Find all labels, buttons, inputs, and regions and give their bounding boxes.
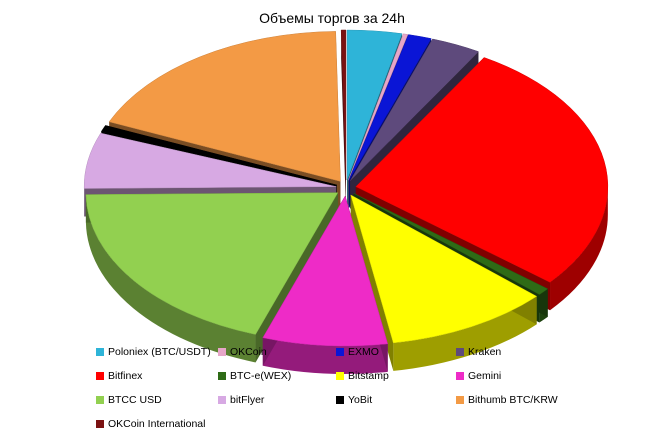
slice-kraken [349,38,479,181]
slice-bithumb-btc-krw [108,31,341,182]
slice-bitfinex-side [550,186,608,311]
legend-swatch [96,372,104,380]
slice-exmo [348,34,432,181]
slice-gemini-side [262,337,388,374]
slice-okcoin [348,33,409,181]
legend-label: OKCoin International [108,418,206,430]
legend-swatch [96,396,104,404]
legend-swatch [456,396,464,404]
legend-label: bitFlyer [230,394,265,406]
slice-poloniex-btc-usdt [346,29,403,181]
legend-item: Bitstamp [336,370,389,382]
legend-swatch [336,348,344,356]
legend-item: Bitfinex [96,370,142,382]
slice-gemini [262,195,389,347]
legend-item: bitFlyer [218,394,264,406]
slice-yobit [100,125,337,186]
legend-item: Kraken [456,346,501,358]
legend-swatch [218,396,226,404]
legend-item: YoBit [336,394,372,406]
legend-item: BTC-e(WEX) [218,370,291,382]
slice-btcc-usd-side [85,194,256,363]
slice-okcoin-international [340,29,347,181]
legend-item: Gemini [456,370,501,382]
legend-swatch [336,372,344,380]
legend-swatch [456,348,464,356]
legend-label: Bithumb BTC/KRW [468,394,558,406]
slice-bitflyer [83,132,337,189]
legend-label: BTC-e(WEX) [230,370,292,382]
slice-btc-e-wex [353,193,549,295]
legend-swatch [96,348,104,356]
legend-label: Poloniex (BTC/USDT) [108,346,211,358]
legend-label: EXMO [348,346,379,358]
legend-label: Kraken [468,346,502,358]
legend-swatch [218,348,226,356]
legend-swatch [96,420,104,428]
slice-bitstamp [350,194,538,344]
legend-label: Gemini [468,370,502,382]
legend-item: OKCoin International [96,418,205,430]
legend-swatch [456,372,464,380]
legend-item: EXMO [336,346,379,358]
legend-item: Bithumb BTC/KRW [456,394,558,406]
legend-item: BTCC USD [96,394,162,406]
slice-btcc-usd [85,192,339,335]
legend-swatch [218,372,226,380]
legend-label: OKCoin [230,346,267,358]
chart-title: Объемы торгов за 24h [259,10,405,26]
slice-bitfinex [355,57,609,283]
slice-bitstamp-side [393,296,537,371]
legend-swatch [336,396,344,404]
legend-item: OKCoin [218,346,267,358]
legend-label: BTCC USD [108,394,162,406]
legend-label: Bitfinex [108,370,143,382]
pie-tops [83,29,609,347]
legend-item: Poloniex (BTC/USDT) [96,346,211,358]
legend-label: Bitstamp [348,370,389,382]
legend-label: YoBit [348,394,373,406]
